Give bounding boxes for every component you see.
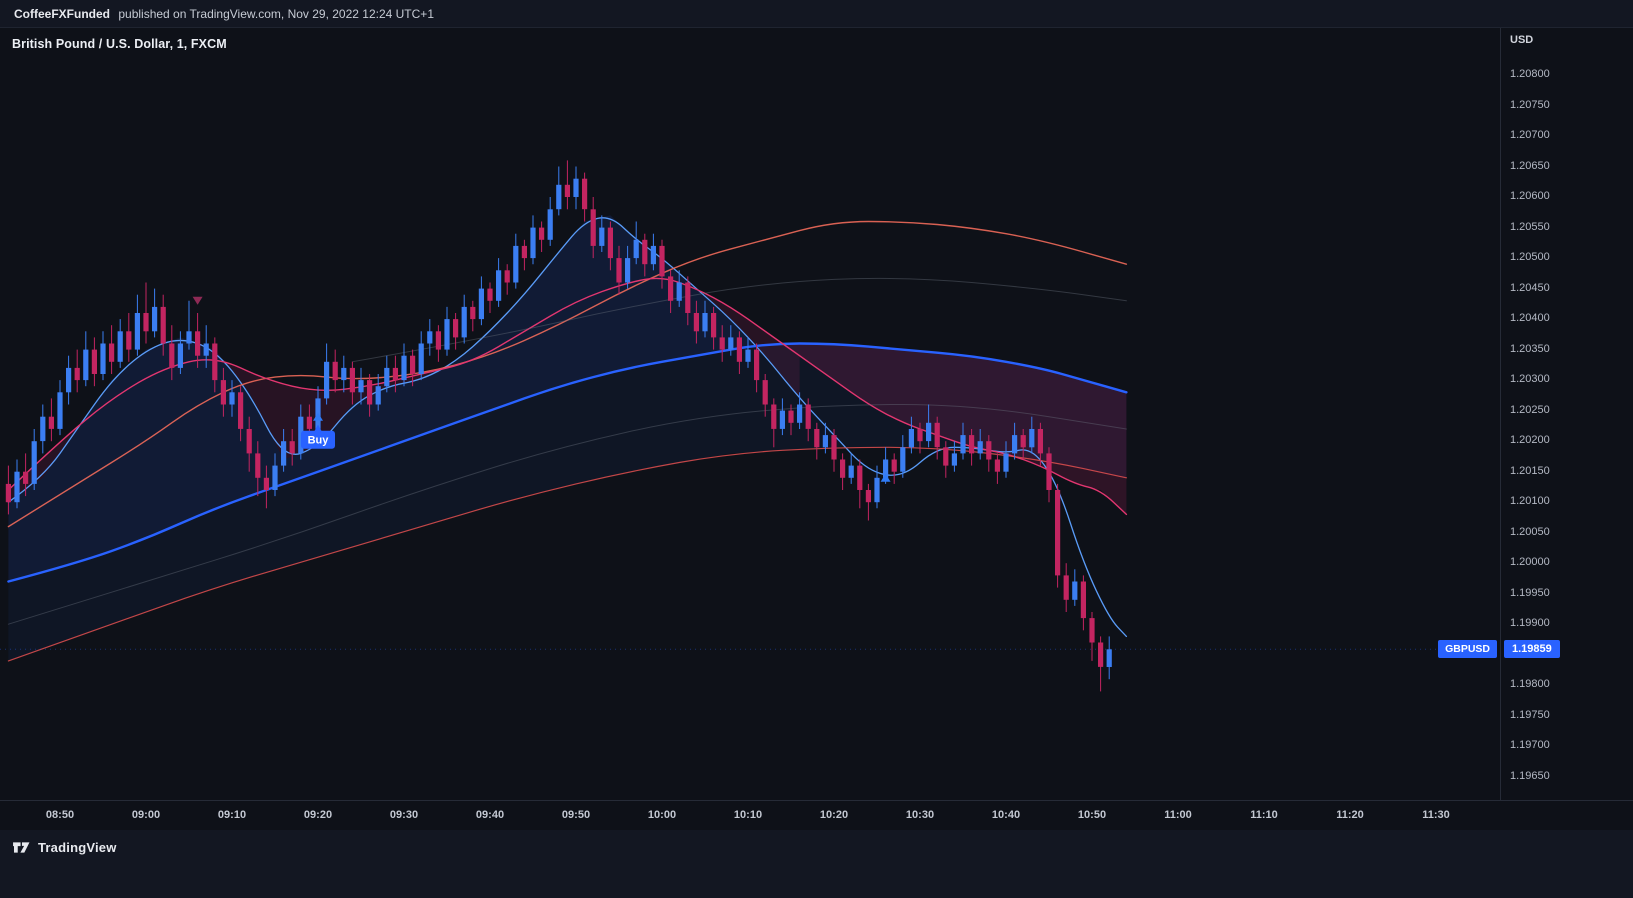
time-axis-label: 09:40 xyxy=(475,809,505,821)
time-axis-label: 10:50 xyxy=(1077,809,1107,821)
indicator-fills xyxy=(8,215,1127,661)
time-axis-label: 09:10 xyxy=(217,809,247,821)
time-axis-label: 11:10 xyxy=(1250,809,1278,821)
price-axis-label: 1.19900 xyxy=(1510,617,1550,629)
ema-long xyxy=(7,220,1128,528)
price-axis-label: 1.20250 xyxy=(1510,404,1550,416)
publish-header: CoffeeFXFunded published on TradingView.… xyxy=(0,0,1633,28)
tradingview-brand[interactable]: TradingView xyxy=(38,840,117,855)
time-axis-label: 11:30 xyxy=(1422,809,1450,821)
price-axis-label: 1.20600 xyxy=(1510,190,1550,202)
buy-marker-label: Buy xyxy=(308,435,330,447)
price-axis-label: 1.19750 xyxy=(1510,709,1550,721)
last-price-badge: 1.19859 xyxy=(1504,640,1560,658)
price-axis-label: 1.20050 xyxy=(1510,526,1550,538)
time-axis-label: 10:10 xyxy=(733,809,763,821)
time-axis-label: 10:00 xyxy=(647,809,677,821)
time-axis-label: 09:20 xyxy=(303,809,333,821)
time-axis-label: 09:30 xyxy=(389,809,419,821)
price-axis-label: 1.20200 xyxy=(1510,434,1550,446)
time-axis-label: 10:30 xyxy=(905,809,935,821)
publisher-name: CoffeeFXFunded xyxy=(14,7,110,21)
buy-marker xyxy=(313,412,323,421)
price-chart[interactable]: Buy xyxy=(0,28,1500,800)
price-axis-label: 1.20350 xyxy=(1510,343,1550,355)
symbol-price-label: GBPUSD xyxy=(1438,640,1497,658)
time-axis-label: 09:00 xyxy=(131,809,161,821)
price-axis-label: 1.20150 xyxy=(1510,465,1550,477)
price-axis-label: 1.20450 xyxy=(1510,282,1550,294)
price-axis-label: 1.20650 xyxy=(1510,160,1550,172)
ema-slow xyxy=(7,342,1128,583)
price-axis-label: 1.20550 xyxy=(1510,221,1550,233)
price-axis-label: 1.20400 xyxy=(1510,312,1550,324)
time-axis-label: 10:40 xyxy=(991,809,1021,821)
price-axis-currency: USD xyxy=(1510,34,1534,46)
sell-marker xyxy=(192,296,203,305)
price-axis-label: 1.20750 xyxy=(1510,99,1550,111)
band-mid-lower xyxy=(7,403,1127,625)
indicator-lines xyxy=(7,217,1128,662)
chart-pane[interactable]: Buy British Pound / U.S. Dollar, 1, FXCM… xyxy=(0,28,1500,800)
trade-markers: Buy xyxy=(192,296,891,482)
time-axis-label: 09:50 xyxy=(561,809,591,821)
price-axis-label: 1.19800 xyxy=(1510,678,1550,690)
buy-marker xyxy=(880,473,891,482)
price-axis-label: 1.19650 xyxy=(1510,770,1550,782)
time-axis-label: 11:20 xyxy=(1336,809,1364,821)
price-axis-label: 1.20300 xyxy=(1510,373,1550,385)
price-axis-label: 1.19700 xyxy=(1510,739,1550,751)
symbol-legend[interactable]: British Pound / U.S. Dollar, 1, FXCM xyxy=(12,37,227,51)
price-axis[interactable]: USD 1.20800 1.20750 1.20700 1.20650 1.20600 1… xyxy=(1500,28,1633,800)
tradingview-logo-icon[interactable] xyxy=(12,840,31,855)
time-axis-label: 11:00 xyxy=(1164,809,1192,821)
price-axis-label: 1.20800 xyxy=(1510,68,1550,80)
time-axis-label: 08:50 xyxy=(45,809,75,821)
price-axis-label: 1.20100 xyxy=(1510,495,1550,507)
price-axis-label: 1.20700 xyxy=(1510,129,1550,141)
publish-info: published on TradingView.com, Nov 29, 20… xyxy=(118,7,434,21)
price-axis-label: 1.19950 xyxy=(1510,587,1550,599)
price-axis-label: 1.20500 xyxy=(1510,251,1550,263)
footer: TradingView xyxy=(0,830,1633,898)
time-axis[interactable]: 08:50 09:00 09:10 09:20 09:30 09:40 09:50 10:00… xyxy=(0,800,1633,830)
band-lower xyxy=(7,446,1127,662)
band-mid-upper xyxy=(351,277,1127,363)
candles-layer xyxy=(5,160,1112,692)
time-axis-label: 10:20 xyxy=(819,809,849,821)
price-axis-label: 1.20000 xyxy=(1510,556,1550,568)
